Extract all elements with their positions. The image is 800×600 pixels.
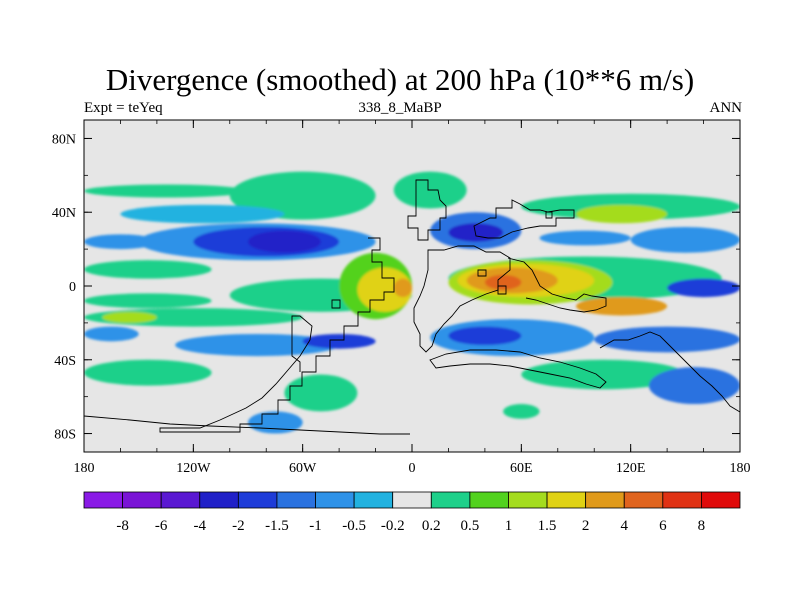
coastline-antarctic [84,415,410,435]
colorbar-swatch-4 [237,491,278,509]
field-region-34 [576,297,668,316]
x-tick-label-1: 120W [176,461,211,476]
field-region-14 [102,311,157,323]
colorbar-label-1: -6 [155,518,168,534]
field-region-2 [120,204,285,224]
field-region-25 [576,204,668,224]
x-tick-label-0: 180 [74,461,95,476]
colorbar-swatch-6 [315,491,355,509]
colorbar-label-5: -1 [309,518,322,534]
colorbar-label-7: -0.2 [381,518,405,534]
colorbar-swatch-14 [623,491,664,509]
colorbar-label-6: -0.5 [342,518,366,534]
colorbar-label-8: 0.2 [422,518,441,534]
colorbar-label-15: 8 [698,518,706,534]
case-label: 338_8_MaBP [358,100,442,116]
field-region-40 [503,404,540,419]
colorbar-label-2: -4 [194,518,207,534]
field-region-0 [84,184,248,198]
y-tick-label-4: 80S [54,428,76,443]
season-label: ANN [709,100,743,116]
y-tick-label-3: 40S [54,354,76,369]
field-region-5 [248,230,321,253]
colorbar-label-4: -1.5 [265,518,289,534]
field-region-1 [229,171,376,220]
field-region-12 [84,293,212,309]
colorbar-swatch-2 [160,491,201,509]
colorbar: -8 -6 -4 -2 -1.5 -1 -0.5 -0.2 0.2 0.5 1 1.5 2 4 6 8 [83,491,741,534]
x-axis: 180 120W 60W 0 60E 120E 180 [74,120,751,476]
colorbar-swatch-9 [430,491,471,509]
x-tick-label-6: 180 [730,461,751,476]
coastline-australia [599,331,740,413]
field-region-26 [539,230,631,246]
colorbar-label-12: 2 [582,518,590,534]
y-tick-label-1: 40N [52,206,76,221]
colorbar-label-9: 0.5 [461,518,480,534]
field-region-7 [84,234,157,250]
x-tick-label-3: 0 [409,461,416,476]
colorbar-label-10: 1 [505,518,513,534]
field-region-39 [648,367,740,405]
x-tick-label-5: 120E [616,461,646,476]
coastline-asia [473,199,575,239]
colorbar-swatch-15 [662,491,702,509]
colorbar-swatch-13 [585,491,625,509]
coastline-americas [159,237,395,433]
field-region-33 [667,278,740,298]
field-region-15 [175,333,340,357]
field-region-16 [302,333,376,349]
experiment-label: Expt = teYeq [84,100,163,116]
colorbar-label-0: -8 [116,518,129,534]
colorbar-swatch-16 [701,491,741,509]
colorbar-label-11: 1.5 [538,518,557,534]
field-region-23 [448,223,504,242]
colorbar-swatch-7 [353,491,394,509]
divergence-field [84,171,740,434]
field-region-10 [357,267,412,312]
field-region-38 [521,359,686,390]
colorbar-swatch-11 [508,491,548,509]
colorbar-label-14: 6 [659,518,667,534]
field-region-18 [84,359,212,386]
colorbar-label-13: 4 [620,518,628,534]
coastline-africa [413,245,511,353]
field-region-6 [84,260,212,279]
plot-area [83,119,741,453]
coastlines [84,179,740,435]
y-tick-label-2: 0 [69,280,76,295]
coastline-south-asia [507,257,607,313]
coastline-southern [429,349,607,389]
colorbar-swatch-8 [392,491,432,509]
colorbar-label-3: -2 [232,518,245,534]
colorbar-swatch-12 [546,491,587,509]
chart-title: Divergence (smoothed) at 200 hPa (10**6 … [105,62,695,97]
colorbar-swatch-3 [199,491,239,509]
colorbar-swatch-5 [276,491,316,509]
x-tick-label-2: 60W [289,461,317,476]
colorbar-swatch-0 [83,491,123,509]
field-region-32 [484,274,522,290]
field-region-37 [594,326,740,353]
field-region-27 [630,226,740,253]
field-region-17 [84,326,139,342]
field-region-36 [448,326,522,346]
x-tick-label-4: 60E [510,461,533,476]
y-tick-label-0: 80N [52,132,76,147]
coastline-north [407,179,447,241]
field-region-20 [248,411,303,434]
colorbar-swatch-10 [469,491,509,509]
y-axis: 80N 40N 0 40S 80S [52,132,740,443]
field-region-19 [284,374,358,412]
field-region-11 [393,278,412,298]
colorbar-swatch-1 [122,491,162,509]
coastline-islands [331,211,553,309]
